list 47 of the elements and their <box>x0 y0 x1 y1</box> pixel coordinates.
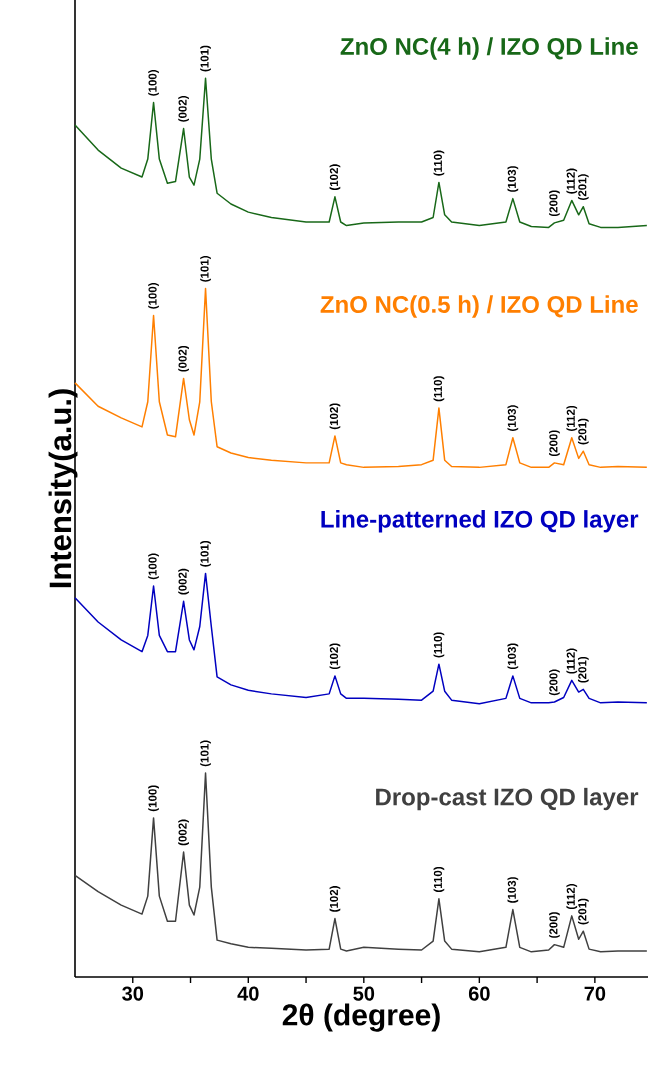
annotation: (201) <box>577 656 589 683</box>
annotation: (110) <box>433 376 445 402</box>
x-tick-label: 50 <box>353 986 375 1001</box>
annotation: (112) <box>566 648 578 674</box>
annotation: (110) <box>433 866 445 893</box>
annotation: (002) <box>178 345 189 372</box>
x-tick-label: 30 <box>122 986 144 1001</box>
annotation: (201) <box>577 418 589 445</box>
annotation: (200) <box>549 669 560 696</box>
annotation: (101) <box>200 45 211 72</box>
annotation: (103) <box>507 877 519 903</box>
annotation: (002) <box>178 568 189 595</box>
text: ZnO NC(0.5 h) / IZO QD Line <box>320 295 638 318</box>
annotation: (100) <box>148 553 159 580</box>
x-tick-label: 40 <box>237 986 259 1001</box>
annotation: (102) <box>329 403 341 430</box>
annotation: (201) <box>577 174 589 200</box>
annotation: (110) <box>433 150 445 176</box>
annotation: (102) <box>329 886 341 912</box>
annotation: (101) <box>200 540 211 567</box>
y-axis-title: Intensity(a.u.) <box>48 389 78 588</box>
annotation: (002) <box>178 819 189 846</box>
annotation: (101) <box>200 740 211 767</box>
annotation: (102) <box>329 164 341 191</box>
annotation: (112) <box>566 884 578 910</box>
x-axis-title: 2θ (degree) <box>282 1003 440 1032</box>
annotation: (200) <box>549 430 560 457</box>
annotation: (100) <box>148 283 159 309</box>
x-tick-label: 60 <box>468 986 490 1001</box>
annotation: (201) <box>577 898 589 925</box>
annotation: (103) <box>507 166 519 192</box>
annotation: (103) <box>507 405 519 431</box>
annotation: (200) <box>549 912 560 938</box>
annotation: (110) <box>433 632 445 658</box>
annotation: (112) <box>566 168 578 194</box>
annotation: (112) <box>566 405 578 431</box>
x-tick-label: 70 <box>584 986 606 1001</box>
annotation: (102) <box>329 643 341 670</box>
text: ZnO NC(4 h) / IZO QD Line <box>340 37 638 60</box>
annotation: (100) <box>148 785 159 812</box>
annotation: (002) <box>178 96 189 122</box>
annotation: (200) <box>549 190 560 217</box>
annotation: (100) <box>148 69 159 96</box>
text: Drop-cast IZO QD layer <box>376 787 639 811</box>
text: Line-patterned IZO QD layer <box>321 510 639 533</box>
annotation: (103) <box>507 643 519 670</box>
annotation: (101) <box>200 256 211 282</box>
